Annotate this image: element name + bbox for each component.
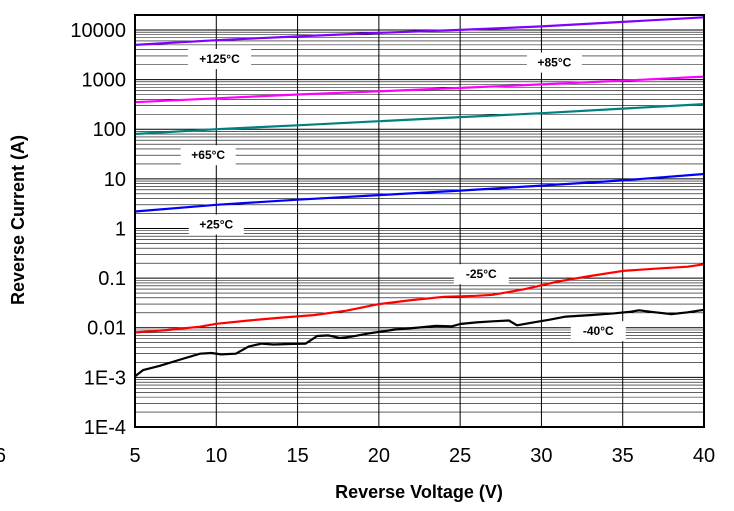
annotation-text: +125°C — [199, 52, 240, 66]
annotation-text: +25°C — [199, 218, 233, 232]
x-tick-label: 15 — [286, 445, 308, 467]
stray-tick-label: 6 — [0, 445, 6, 467]
y-tick-label: 1000 — [82, 70, 127, 92]
series-line-4 — [134, 263, 705, 334]
annotation-text: -40°C — [583, 324, 614, 338]
annotation-label: -40°C — [570, 321, 626, 342]
y-tick-label: 0.1 — [98, 268, 126, 290]
annotation-box — [180, 145, 236, 166]
y-tick-label: 1E-4 — [84, 417, 126, 439]
annotation-box — [188, 214, 244, 235]
series-line-1 — [134, 75, 705, 104]
annotation-box — [187, 49, 252, 69]
y-tick-label: 100 — [93, 119, 126, 141]
y-tick-label: 1E-3 — [84, 367, 126, 389]
x-tick-label: 5 — [129, 445, 140, 467]
annotation-label: -25°C — [453, 264, 509, 285]
x-tick-label: 35 — [612, 445, 634, 467]
annotation-label: +25°C — [188, 214, 244, 235]
x-axis-title: Reverse Voltage (V) — [335, 482, 503, 502]
annotation-box — [570, 321, 626, 342]
y-tick-label: 0.01 — [87, 318, 126, 340]
annotations: +125°C +85°C +65°C +25°C -25°C -40°C — [180, 49, 626, 342]
y-tick-label: 10000 — [70, 20, 126, 42]
plot-frame — [134, 14, 705, 428]
annotation-box — [453, 264, 509, 285]
annotation-box — [526, 52, 582, 73]
annotation-text: +85°C — [537, 56, 571, 70]
x-tick-label: 10 — [205, 445, 227, 467]
x-tick-label: 40 — [693, 445, 715, 467]
x-tick-label: 25 — [449, 445, 471, 467]
x-tick-label: 20 — [368, 445, 390, 467]
annotation-label: +125°C — [187, 49, 252, 69]
annotation-text: +65°C — [191, 148, 225, 162]
series-line-5 — [134, 308, 705, 378]
annotation-label: +65°C — [180, 145, 236, 166]
series-line-2 — [134, 103, 705, 136]
y-axis-title: Reverse Current (A) — [8, 135, 28, 305]
x-tick-label: 30 — [530, 445, 552, 467]
y-tick-label: 10 — [104, 169, 126, 191]
tick-labels: 5 10 15 20 25 30 35 40 1E-4 1E-3 0.01 0.1 1 10 100 1000… — [0, 20, 715, 467]
series-line-3 — [134, 172, 705, 213]
annotation-text: -25°C — [466, 267, 497, 281]
annotation-label: +85°C — [526, 52, 582, 73]
series-line-0 — [134, 16, 705, 46]
series-lines — [134, 16, 705, 378]
y-tick-label: 1 — [115, 219, 126, 241]
